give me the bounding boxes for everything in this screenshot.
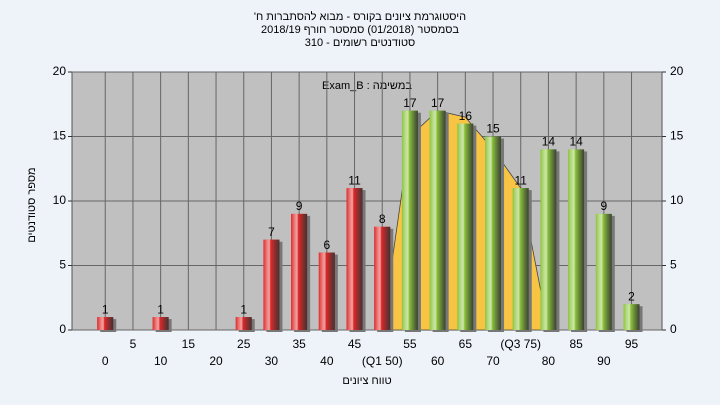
x-tick-label: 25 <box>237 337 251 351</box>
y2-tick-label: 0 <box>670 322 677 336</box>
data-label: 9 <box>296 199 303 213</box>
y-tick-label: 5 <box>59 258 66 272</box>
x-tick-label: 85 <box>569 337 583 351</box>
x-axis-title: טווח ציונים <box>342 375 391 387</box>
x-tick-label: 60 <box>431 354 445 368</box>
bar-shade <box>152 317 169 330</box>
data-label: 17 <box>403 96 417 110</box>
x-tick-label: 20 <box>209 354 223 368</box>
x-tick-label: 65 <box>459 337 473 351</box>
bar-shade <box>318 252 335 330</box>
bar-shade <box>595 213 612 330</box>
data-label: 17 <box>431 96 445 110</box>
chart-subtitle: סטודנטים רשומים - 310 <box>305 37 416 49</box>
x-tick-label: 30 <box>265 354 279 368</box>
bar-shade <box>235 317 252 330</box>
bar-shade <box>346 188 363 330</box>
x-tick-label: 10 <box>154 354 168 368</box>
data-label: 1 <box>102 302 109 316</box>
x-tick-label: 45 <box>348 337 362 351</box>
data-label: 6 <box>323 238 330 252</box>
y2-tick-label: 15 <box>670 129 684 143</box>
data-label: 11 <box>514 173 527 187</box>
bar-shade <box>457 123 474 330</box>
y2-tick-label: 20 <box>670 64 684 78</box>
data-label: 8 <box>379 212 386 226</box>
bar-shade <box>263 239 280 330</box>
bar-shade <box>291 213 308 330</box>
chart-title: היסטוגרמת ציונים בקורס - מבוא להסתברות ח… <box>254 10 466 23</box>
data-label: 1 <box>157 302 164 316</box>
data-label: 9 <box>600 199 607 213</box>
x-tick-label: 15 <box>182 337 196 351</box>
data-label: 11 <box>348 173 361 187</box>
y-axis-title: מספר סטודנטים <box>26 167 38 242</box>
x-tick-label: 90 <box>597 354 611 368</box>
bar-shade <box>485 136 502 330</box>
data-label: 14 <box>542 135 556 149</box>
chart-subtitle: בסמסטר (01/2018) סמסטר חורף 2018/19 <box>261 24 459 36</box>
bar-shade <box>97 317 114 330</box>
annotation: במשימה : Exam_B <box>322 80 412 92</box>
data-label: 1 <box>240 302 247 316</box>
bar-shade <box>429 110 446 330</box>
y-tick-label: 0 <box>59 322 66 336</box>
x-tick-label: 95 <box>625 337 639 351</box>
data-label: 14 <box>569 135 583 149</box>
data-label: 2 <box>628 289 635 303</box>
x-tick-label: (Q1 50) <box>362 354 403 368</box>
y-tick-label: 15 <box>53 129 67 143</box>
bar-shade <box>374 226 391 330</box>
x-tick-label: 80 <box>542 354 556 368</box>
y2-tick-label: 5 <box>670 258 677 272</box>
x-tick-label: 70 <box>486 354 500 368</box>
bar-shade <box>540 149 557 330</box>
y-tick-label: 20 <box>53 64 67 78</box>
bar-shade <box>568 149 585 330</box>
x-tick-label: 55 <box>403 337 417 351</box>
x-tick-label: (Q3 75) <box>500 337 541 351</box>
bar-shade <box>512 188 529 330</box>
y-tick-label: 10 <box>53 193 67 207</box>
data-label: 16 <box>459 109 473 123</box>
y2-tick-label: 10 <box>670 193 684 207</box>
bar-shade <box>623 304 640 330</box>
bar-shade <box>401 110 418 330</box>
x-tick-label: 0 <box>102 354 109 368</box>
x-tick-label: 35 <box>292 337 306 351</box>
x-tick-label: 5 <box>130 337 137 351</box>
x-tick-label: 40 <box>320 354 334 368</box>
data-label: 7 <box>268 225 275 239</box>
data-label: 15 <box>486 122 500 136</box>
